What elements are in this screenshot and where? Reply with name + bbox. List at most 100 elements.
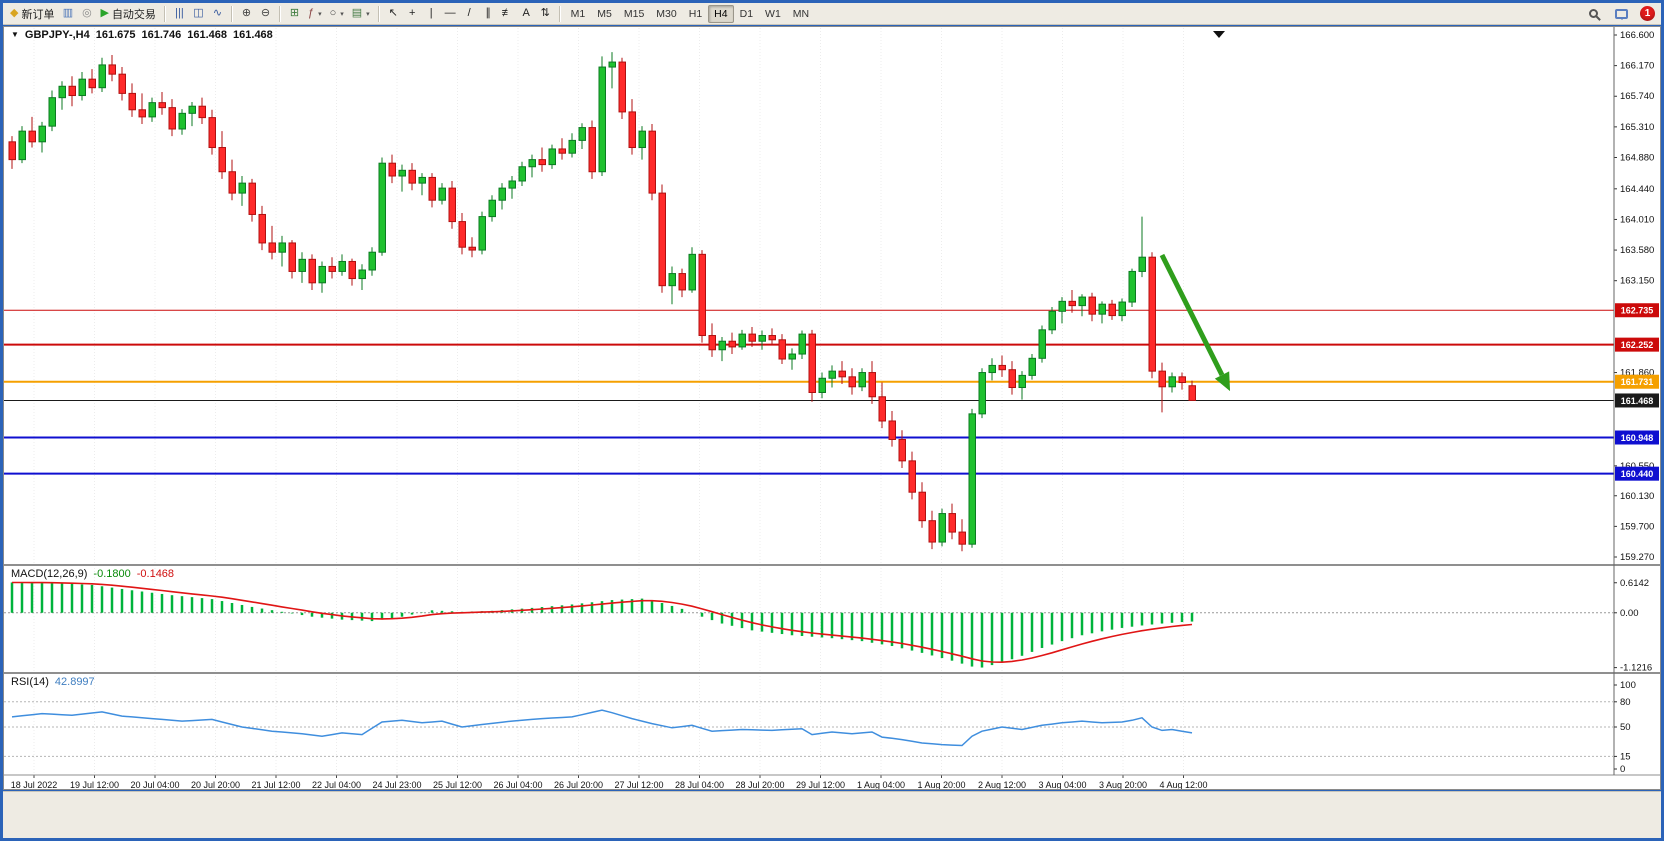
toolbar-separator: [163, 5, 166, 22]
ohlc-low: 161.468: [187, 29, 228, 41]
svg-text:164.880: 164.880: [1620, 152, 1654, 163]
svg-text:1 Aug 04:00: 1 Aug 04:00: [857, 780, 905, 789]
fibonacci-icon: ≢: [501, 7, 513, 19]
chat-button[interactable]: [1611, 4, 1632, 23]
crosshair-icon: +: [408, 7, 416, 19]
zoom-out-icon: ⊖: [260, 7, 271, 19]
svg-text:28 Jul 20:00: 28 Jul 20:00: [735, 780, 784, 789]
svg-text:160.948: 160.948: [1621, 433, 1654, 443]
symbol-timeframe: GBPJPY-,H4: [24, 29, 90, 41]
indicators-button[interactable]: ƒ ▾: [304, 4, 326, 23]
macd-title: MACD(12,26,9): [11, 568, 88, 580]
timeframe-m1[interactable]: M1: [570, 7, 586, 20]
chevron-down-icon: ▾: [318, 10, 322, 18]
notification-badge[interactable]: 1: [1640, 6, 1655, 21]
timeframe-m15[interactable]: M15: [623, 7, 645, 20]
templates-icon: ▤: [351, 7, 363, 19]
chart-window-button[interactable]: ▥: [58, 4, 77, 23]
text-button[interactable]: A: [517, 4, 536, 23]
new-order-button[interactable]: ◆ 新订单: [6, 4, 58, 23]
svg-text:162.252: 162.252: [1621, 340, 1654, 350]
arrows-icon: ⇅: [540, 7, 550, 19]
chart-ohlc-label: ▼ GBPJPY-,H4 161.675 161.746 161.468 161…: [11, 29, 273, 41]
ohlc-close: 161.468: [233, 29, 273, 41]
timeframe-w1[interactable]: W1: [765, 7, 781, 20]
svg-text:26 Jul 04:00: 26 Jul 04:00: [493, 780, 542, 789]
periods-button[interactable]: ○ ▾: [326, 4, 348, 23]
svg-text:20 Jul 20:00: 20 Jul 20:00: [191, 780, 240, 789]
svg-text:162.735: 162.735: [1621, 306, 1654, 316]
toolbar-separator: [377, 5, 380, 22]
svg-text:163.580: 163.580: [1620, 245, 1654, 256]
vertical-line-icon: |: [429, 7, 433, 19]
svg-text:22 Jul 04:00: 22 Jul 04:00: [312, 780, 361, 789]
svg-text:1 Aug 20:00: 1 Aug 20:00: [917, 780, 965, 789]
svg-text:21 Jul 12:00: 21 Jul 12:00: [251, 780, 300, 789]
autotrading-button[interactable]: ▶ 自动交易: [96, 4, 159, 23]
line-chart-button[interactable]: ∿: [208, 4, 227, 23]
fibonacci-button[interactable]: ≢: [498, 4, 517, 23]
svg-text:25 Jul 12:00: 25 Jul 12:00: [433, 780, 482, 789]
svg-text:26 Jul 20:00: 26 Jul 20:00: [554, 780, 603, 789]
line-chart-icon: ∿: [212, 7, 223, 19]
symbol-dropdown-icon[interactable]: ▼: [11, 29, 19, 39]
crosshair-button[interactable]: +: [403, 4, 422, 23]
vertical-line-button[interactable]: |: [422, 4, 441, 23]
chart-window-icon: ▥: [62, 7, 74, 19]
timeframe-mn[interactable]: MN: [792, 7, 810, 20]
rsi-indicator-label: RSI(14) 42.8997: [11, 676, 95, 688]
rsi-value: 42.8997: [54, 676, 95, 688]
search-icon: [1589, 9, 1598, 18]
cursor-icon: ↖: [388, 7, 398, 19]
svg-text:-1.1216: -1.1216: [1620, 663, 1652, 674]
profiles-icon: ◎: [82, 7, 92, 19]
arrows-button[interactable]: ⇅: [536, 4, 555, 23]
timeframe-h4[interactable]: H4: [708, 4, 734, 23]
svg-text:15: 15: [1620, 751, 1631, 762]
svg-text:100: 100: [1620, 680, 1636, 691]
price-chart-canvas[interactable]: 18 Jul 2022 19 Jul 12:00 20 Jul 04:00 20 Ju…: [4, 27, 1660, 789]
trendline-button[interactable]: /: [460, 4, 479, 23]
svg-text:160.130: 160.130: [1620, 491, 1654, 502]
toolbar-separator: [278, 5, 281, 22]
templates-button[interactable]: ▤ ▾: [348, 4, 374, 23]
horizontal-line-button[interactable]: —: [441, 4, 460, 23]
timeframe-m5[interactable]: M5: [597, 7, 612, 20]
svg-text:50: 50: [1620, 722, 1631, 733]
autotrading-button-label: 自动交易: [111, 8, 156, 21]
cursor-button[interactable]: ↖: [384, 4, 403, 23]
status-bar: [3, 791, 1661, 838]
chart-area[interactable]: 18 Jul 2022 19 Jul 12:00 20 Jul 04:00 20 Ju…: [3, 26, 1661, 790]
indicators-icon: ƒ: [307, 7, 315, 19]
svg-text:165.740: 165.740: [1620, 91, 1654, 102]
search-button[interactable]: [1584, 4, 1603, 23]
svg-text:4 Aug 12:00: 4 Aug 12:00: [1159, 780, 1207, 789]
tile-windows-button[interactable]: ⊞: [285, 4, 304, 23]
toolbar-separator: [230, 5, 233, 22]
svg-text:166.170: 166.170: [1620, 61, 1654, 72]
tile-windows-icon: ⊞: [289, 7, 300, 19]
zoom-out-button[interactable]: ⊖: [256, 4, 275, 23]
svg-text:29 Jul 12:00: 29 Jul 12:00: [796, 780, 845, 789]
timeframe-m30[interactable]: M30: [656, 7, 677, 20]
svg-text:24 Jul 23:00: 24 Jul 23:00: [372, 780, 421, 789]
svg-text:161.731: 161.731: [1621, 377, 1654, 387]
channel-button[interactable]: ∥: [479, 4, 498, 23]
bar-chart-button[interactable]: |||: [170, 4, 189, 23]
candlestick-button[interactable]: ◫: [189, 4, 208, 23]
zoom-in-button[interactable]: ⊕: [237, 4, 256, 23]
toolbar-right-icons: 1: [1584, 4, 1658, 23]
svg-text:28 Jul 04:00: 28 Jul 04:00: [675, 780, 724, 789]
text-icon: A: [522, 7, 530, 19]
timeframe-d1[interactable]: D1: [739, 7, 754, 20]
candlestick-icon: ◫: [193, 7, 204, 19]
timeframe-h1[interactable]: H1: [688, 7, 703, 20]
svg-text:161.468: 161.468: [1621, 396, 1654, 406]
svg-text:160.550: 160.550: [1620, 461, 1654, 472]
svg-text:0: 0: [1620, 764, 1625, 775]
profiles-button[interactable]: ◎: [77, 4, 96, 23]
rsi-title: RSI(14): [11, 676, 49, 688]
svg-text:166.600: 166.600: [1620, 30, 1654, 41]
svg-text:0.00: 0.00: [1620, 608, 1639, 619]
